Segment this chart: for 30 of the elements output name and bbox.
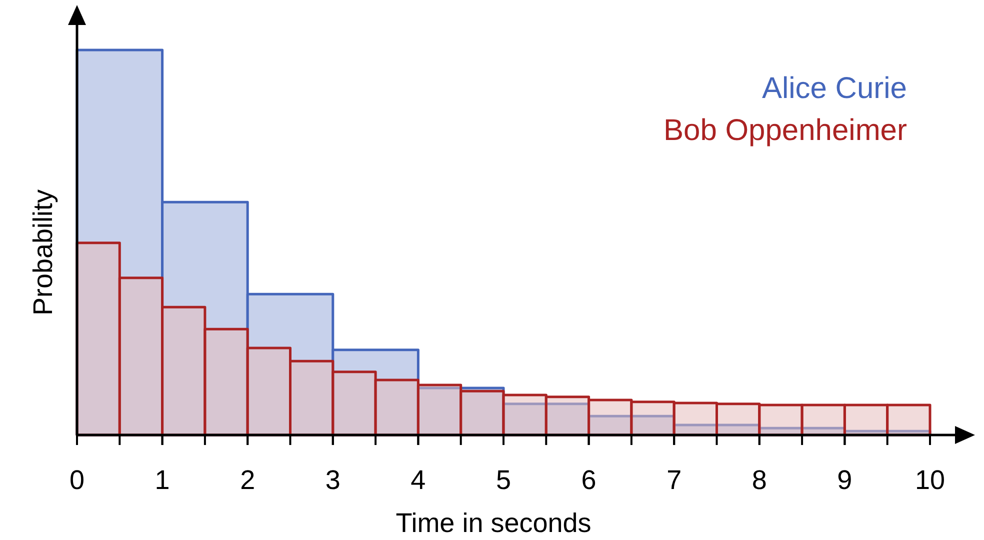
text: Alice Curie (762, 72, 907, 105)
x-tick-label: 4 (410, 465, 426, 495)
bar (161, 306, 206, 436)
bar (204, 328, 249, 436)
x-tick-label: 10 (914, 465, 946, 495)
x-tick-label: 3 (325, 465, 340, 495)
x-tick-label: 8 (752, 465, 767, 495)
bar (246, 346, 292, 436)
bar (630, 400, 676, 436)
y-axis-title: Probability (28, 188, 58, 316)
bar (332, 370, 377, 436)
x-tick-label: 0 (69, 465, 85, 495)
bar (502, 394, 548, 436)
x-tick-label: 9 (837, 465, 852, 495)
x-tick-label: 2 (240, 465, 256, 495)
bar (374, 378, 420, 436)
bar (886, 404, 932, 436)
x-axis-title: Time in seconds (396, 508, 592, 538)
bar (588, 398, 633, 436)
bar (544, 396, 590, 436)
bar (289, 360, 334, 436)
x-tick-label: 1 (154, 465, 170, 495)
bar (758, 404, 804, 436)
text: Bob Oppenheimer (664, 114, 907, 147)
bar (416, 384, 462, 436)
bar (460, 390, 505, 436)
x-tick-label: 7 (666, 465, 682, 495)
x-tick-label: 5 (496, 465, 512, 495)
x-tick-label: 6 (581, 465, 596, 495)
bar (118, 276, 164, 436)
